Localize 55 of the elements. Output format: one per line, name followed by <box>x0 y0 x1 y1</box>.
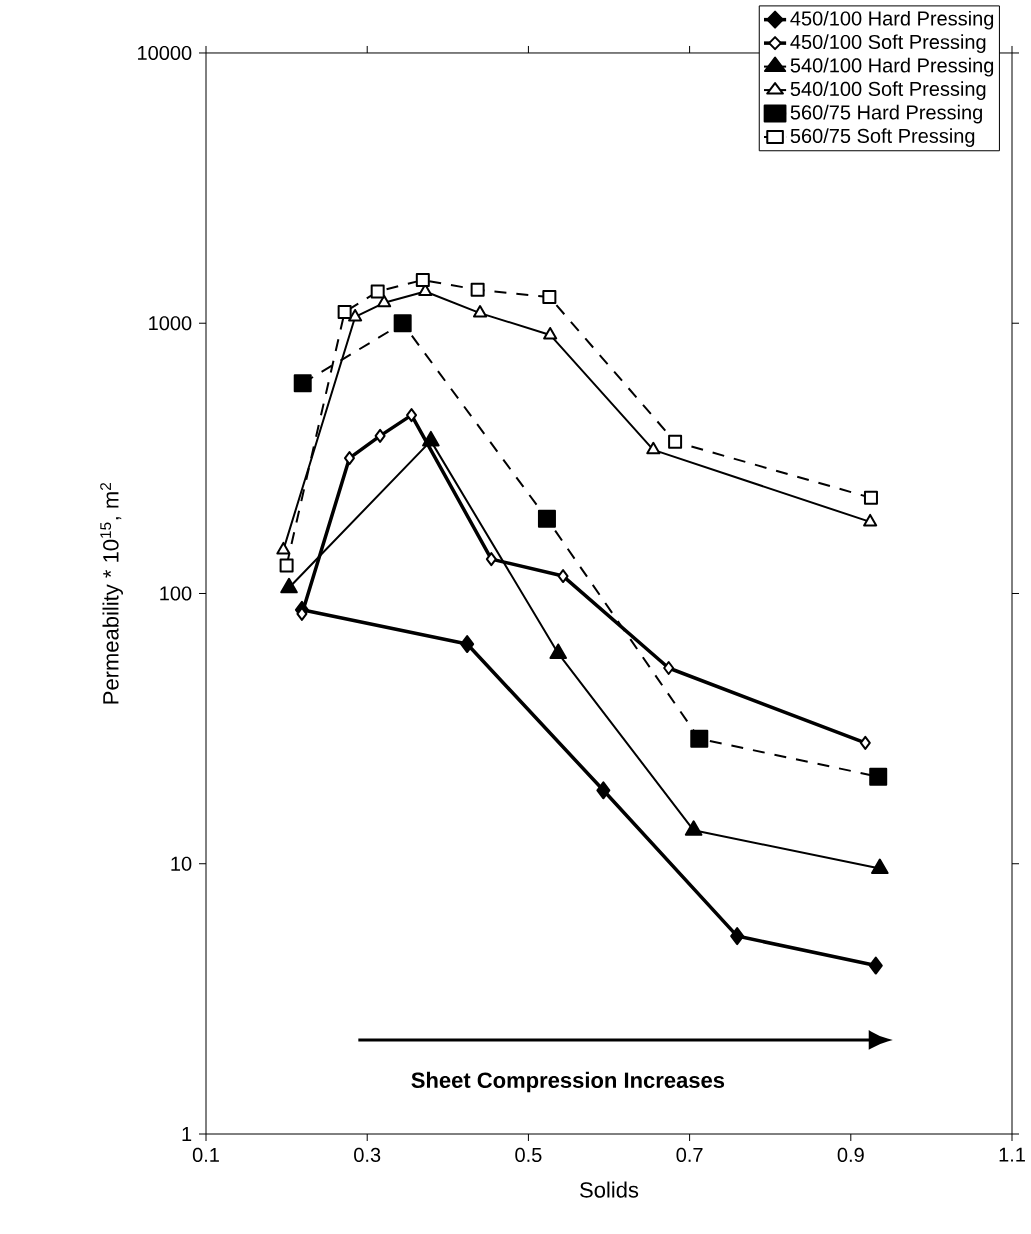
point <box>343 451 355 466</box>
point <box>415 273 430 288</box>
legend-label: 560/75 Soft Pressing <box>790 128 975 147</box>
point <box>460 635 475 654</box>
legend-label: 540/100 Hard Pressing <box>790 57 994 77</box>
point <box>869 767 888 786</box>
point <box>871 858 889 875</box>
legend-label: 450/100 Soft Pressing <box>790 34 986 54</box>
point <box>690 729 709 748</box>
legend-label: 540/100 Soft Pressing <box>790 81 986 100</box>
x-tick-label: 1.1 <box>999 1147 1025 1162</box>
y-axis-title: Permeability * 10$^{15}$, m$^{2}$ <box>100 482 123 704</box>
point <box>374 428 386 443</box>
point <box>663 661 675 675</box>
point <box>549 643 568 659</box>
y-tick-label: 10 <box>171 856 192 871</box>
point <box>485 552 497 567</box>
point <box>293 374 312 393</box>
annotation: Sheet Compression Increases <box>411 1071 725 1093</box>
point <box>557 569 569 584</box>
point <box>348 308 363 322</box>
point <box>646 441 661 455</box>
legend-label: 560/75 Hard Pressing <box>790 104 982 124</box>
point <box>668 434 683 449</box>
legend-label: 450/100 Hard Pressing <box>790 10 994 30</box>
point <box>472 305 488 318</box>
x-tick-label: 0.7 <box>676 1147 703 1163</box>
point <box>470 282 485 297</box>
x-tick-label: 0.5 <box>515 1147 542 1163</box>
point <box>406 408 418 423</box>
y-tick-label: 1000 <box>149 316 192 331</box>
point <box>684 820 703 836</box>
point <box>276 541 291 555</box>
x-tick-label: 0.3 <box>354 1147 381 1163</box>
y-tick-label: 10000 <box>138 45 192 61</box>
point <box>422 430 440 447</box>
point <box>863 513 878 527</box>
point <box>596 781 611 800</box>
x-axis-title: Solids <box>580 1181 639 1198</box>
point <box>868 956 883 975</box>
x-tick-label: 0.1 <box>192 1147 219 1163</box>
point <box>863 490 878 505</box>
point <box>542 290 557 305</box>
point <box>543 326 558 340</box>
point <box>279 558 294 573</box>
point <box>370 284 385 299</box>
y-tick-label: 1 <box>182 1127 192 1141</box>
point <box>337 305 352 320</box>
x-tick-label: 0.9 <box>837 1147 864 1163</box>
point <box>537 509 556 528</box>
point <box>280 577 298 594</box>
point <box>730 927 745 946</box>
point <box>393 314 412 333</box>
point <box>859 735 871 750</box>
y-tick-label: 100 <box>160 586 192 601</box>
